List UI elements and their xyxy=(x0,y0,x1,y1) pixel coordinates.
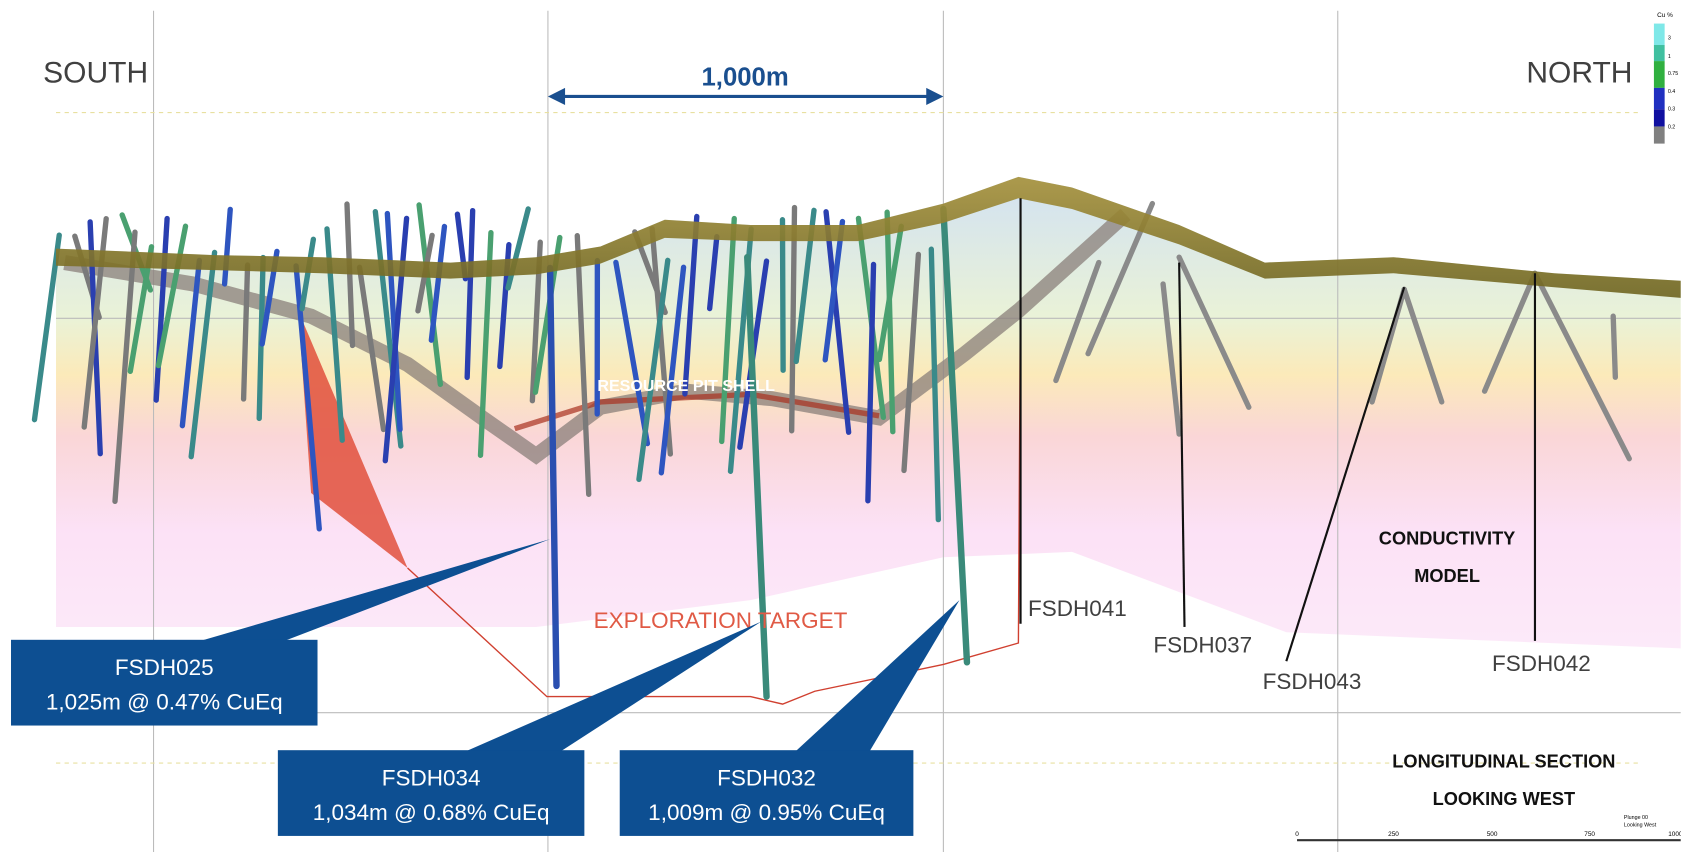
callouts xyxy=(11,539,960,836)
callout-hole: FSDH032 xyxy=(717,766,816,791)
drill-hole xyxy=(1160,281,1182,437)
pit-shell xyxy=(63,208,1131,465)
drill-hole xyxy=(789,204,798,434)
section-label: LOOKING WEST xyxy=(1433,789,1576,809)
legend-title: Cu % xyxy=(1657,12,1673,19)
drill-hole xyxy=(901,251,922,474)
section-label: LONGITUDINAL SECTION xyxy=(1392,751,1615,771)
legend-tick: 1 xyxy=(1668,54,1671,60)
target-outline xyxy=(407,278,1022,705)
drill-hole xyxy=(464,207,476,381)
drill-hole xyxy=(928,246,942,523)
model-label: MODEL xyxy=(1414,566,1480,586)
drill-hole xyxy=(356,264,387,433)
drill-hole xyxy=(636,257,671,483)
scale-tick: 750 xyxy=(1584,831,1595,838)
drill-hole xyxy=(240,262,251,402)
drill-hole xyxy=(221,206,233,287)
drill-hole xyxy=(416,202,444,388)
scale-tick: 0 xyxy=(1295,831,1299,838)
drill-hole xyxy=(1481,270,1538,394)
scale-tick: 500 xyxy=(1487,831,1498,838)
hole-label: FSDH041 xyxy=(1028,596,1127,621)
callout-hole: FSDH025 xyxy=(115,655,214,680)
callout-result: 1,025m @ 0.47% CuEq xyxy=(46,689,283,714)
drill-hole xyxy=(1610,313,1619,380)
drill-hole xyxy=(299,236,317,312)
north-label: NORTH xyxy=(1526,57,1632,90)
view-note: Plunge 00 xyxy=(1624,815,1648,821)
arrow-head xyxy=(926,87,944,106)
drill-hole xyxy=(779,217,786,373)
drill-hole xyxy=(1401,286,1445,405)
hole-label: FSDH042 xyxy=(1492,651,1591,676)
legend-tick: 0.75 xyxy=(1668,71,1678,77)
pit-shell-floor xyxy=(513,391,880,432)
callout-result: 1,034m @ 0.68% CuEq xyxy=(313,800,550,825)
drill-hole xyxy=(865,261,877,504)
legend-tick: 0.2 xyxy=(1668,125,1675,131)
scale-tick: 250 xyxy=(1388,831,1399,838)
drill-hole xyxy=(876,223,904,363)
drill-hole xyxy=(940,205,971,666)
model-label: CONDUCTIVITY xyxy=(1379,528,1516,548)
target-label: EXPLORATION TARGET xyxy=(594,608,848,633)
drill-hole xyxy=(884,209,896,435)
drill-hole xyxy=(31,232,62,423)
drill-hole xyxy=(682,213,700,397)
drill-hole xyxy=(112,229,138,505)
scale-tick: 1000 xyxy=(1668,831,1681,838)
callout-hole: FSDH034 xyxy=(382,766,481,791)
legend-tick: 3 xyxy=(1668,36,1671,42)
hole-leaders xyxy=(1019,198,1537,662)
hole-label: FSDH043 xyxy=(1263,669,1362,694)
drill-hole xyxy=(744,253,770,700)
drill-hole xyxy=(546,264,560,690)
drill-hole xyxy=(153,215,170,403)
drill-hole xyxy=(1176,254,1252,410)
drill-hole xyxy=(719,215,737,445)
drill-hole xyxy=(658,264,687,476)
legend: Cu % 3 1 0.75 0.4 0.3 0.2 xyxy=(1653,12,1678,144)
drill-hole xyxy=(188,249,218,460)
legend-tick: 0.4 xyxy=(1668,89,1675,95)
arrow-head xyxy=(547,87,566,106)
drill-hole xyxy=(1532,270,1632,462)
drill-hole xyxy=(613,259,651,447)
drill-hole xyxy=(179,257,203,429)
scale-bar: 0 250 500 750 1000 Plunge 00 Looking Wes… xyxy=(1295,815,1681,842)
view-note: Looking West xyxy=(1624,822,1657,828)
hole-label: FSDH037 xyxy=(1153,633,1252,658)
callout-result: 1,009m @ 0.95% CuEq xyxy=(648,800,885,825)
drill-hole xyxy=(822,218,846,363)
drill-hole xyxy=(155,223,189,369)
drill-hole xyxy=(1053,259,1102,384)
topography xyxy=(56,176,1681,298)
span-label: 1,000m xyxy=(702,64,789,92)
drill-hole xyxy=(1369,286,1407,405)
legend-tick: 0.3 xyxy=(1668,106,1675,112)
drill-hole xyxy=(823,209,852,435)
drill-hole xyxy=(344,201,356,349)
drill-hole xyxy=(382,215,410,464)
drill-hole xyxy=(428,223,448,343)
drill-hole xyxy=(706,234,720,312)
pit-shell-label: RESOURCE PIT SHELL xyxy=(597,377,775,395)
drill-hole xyxy=(574,233,592,497)
south-label: SOUTH xyxy=(43,57,148,90)
drill-hole xyxy=(384,210,403,433)
